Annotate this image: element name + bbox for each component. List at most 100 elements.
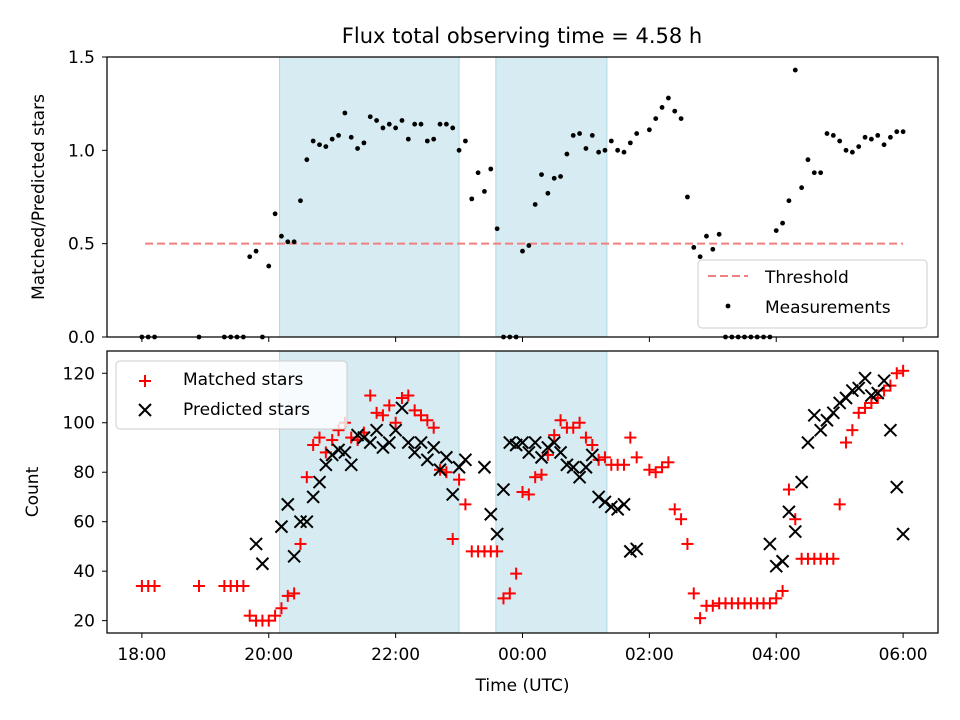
x-tick-label: 02:00	[625, 645, 674, 665]
measurement-point	[247, 254, 253, 260]
matched-star-marker	[624, 431, 637, 444]
matched-star-marker	[827, 552, 840, 565]
measurement-point	[253, 248, 259, 254]
measurement-point	[843, 147, 849, 153]
measurement-point	[450, 125, 456, 131]
matched-star-marker	[776, 584, 789, 597]
predicted-star-marker	[319, 458, 333, 472]
measurement-point	[374, 118, 379, 123]
measurement-point	[526, 243, 532, 248]
matched-star-marker	[510, 567, 523, 580]
measurement-point	[704, 233, 709, 239]
measurement-point	[520, 248, 525, 254]
measurement-point	[875, 133, 881, 138]
measurement-point	[691, 245, 697, 250]
measurement-point	[494, 226, 500, 232]
predicted-star-marker	[401, 435, 416, 450]
count-legend-box	[115, 360, 348, 430]
matched-star-marker	[770, 592, 783, 605]
matched-star-marker	[389, 416, 402, 429]
measurement-point	[792, 67, 798, 73]
measurement-points	[139, 67, 906, 340]
measurement-point	[298, 198, 303, 204]
measurement-point	[773, 228, 779, 234]
matched-star-marker	[789, 513, 802, 526]
ratio-legend-box	[697, 259, 928, 329]
predicted-star-marker	[420, 453, 435, 467]
predicted-star-marker	[395, 401, 409, 415]
measurement-point	[285, 239, 291, 245]
measurement-point	[539, 172, 544, 178]
observing-window	[279, 56, 460, 338]
predicted-star-marker	[300, 514, 314, 529]
measurement-point	[551, 175, 557, 181]
x-tick-label: 06:00	[879, 645, 928, 665]
predicted-star-marker	[369, 423, 384, 437]
predicted-star-marker	[306, 490, 320, 504]
observing-window	[495, 350, 608, 634]
observing-window-shading	[279, 56, 608, 338]
matched-star-marker	[275, 602, 288, 615]
matched-star-marker	[313, 431, 326, 444]
measurement-point	[342, 110, 348, 116]
measurement-point	[361, 140, 367, 146]
measurement-point	[672, 108, 678, 114]
predicted-star-marker	[585, 448, 599, 462]
matched-star-marker	[846, 424, 859, 437]
measurement-point	[564, 151, 570, 157]
measurement-point	[830, 133, 836, 138]
matched-star-marker	[237, 580, 250, 592]
y-tick-label: 1.5	[68, 48, 95, 68]
predicted-star-marker	[572, 470, 587, 484]
measurement-point	[380, 125, 386, 131]
measurement-point	[659, 105, 665, 110]
matched-star-marker	[586, 439, 599, 451]
measurement-point	[304, 157, 310, 163]
measurement-point	[323, 144, 329, 150]
measurement-point	[570, 133, 576, 138]
predicted-star-marker	[439, 450, 454, 465]
predicted-star-marker	[851, 381, 866, 395]
matched-star-marker	[687, 587, 700, 600]
measurement-point	[868, 136, 874, 142]
matched-star-marker	[535, 468, 548, 481]
matched-star-marker	[567, 421, 580, 434]
matched-star-marker	[840, 436, 853, 449]
predicted-star-marker	[515, 435, 530, 450]
matched-star-marker	[617, 458, 630, 471]
matched-star-marker	[376, 409, 389, 422]
measurement-point	[627, 140, 633, 146]
matched-star-marker	[383, 399, 396, 412]
predicted-star-marker	[782, 505, 796, 519]
matched-star-marker	[491, 545, 504, 558]
predicted-star-marker	[382, 435, 396, 450]
predicted-star-marker	[281, 497, 295, 512]
matched-star-marker	[890, 367, 903, 380]
matched-star-marker	[408, 404, 421, 417]
measurement-point	[355, 146, 360, 151]
measurement-point	[532, 202, 538, 207]
measurement-point	[862, 134, 868, 140]
measurement-point	[424, 138, 430, 144]
count-legend: Matched stars Predicted stars	[115, 360, 348, 430]
measurement-point	[894, 129, 900, 135]
predicted-star-marker	[458, 453, 473, 467]
matched-star-marker	[573, 416, 586, 429]
predicted-star-marker	[877, 373, 891, 388]
matched-star-marker	[859, 401, 872, 414]
legend-matched-label: Matched stars	[183, 370, 303, 390]
matched-star-marker	[649, 466, 662, 479]
predicted-stars-points	[249, 371, 910, 573]
matched-star-marker	[529, 471, 542, 484]
measurement-point	[412, 121, 418, 127]
measurement-point	[291, 239, 297, 245]
legend-threshold-label: Threshold	[764, 268, 849, 288]
measurement-point	[431, 136, 437, 142]
measurement-point	[437, 121, 443, 127]
predicted-star-marker	[763, 537, 777, 551]
matched-star-marker	[579, 431, 592, 444]
matched-star-marker	[243, 609, 256, 622]
matched-star-marker	[630, 451, 643, 464]
matched-star-marker	[427, 421, 440, 434]
matched-star-marker	[453, 473, 466, 486]
